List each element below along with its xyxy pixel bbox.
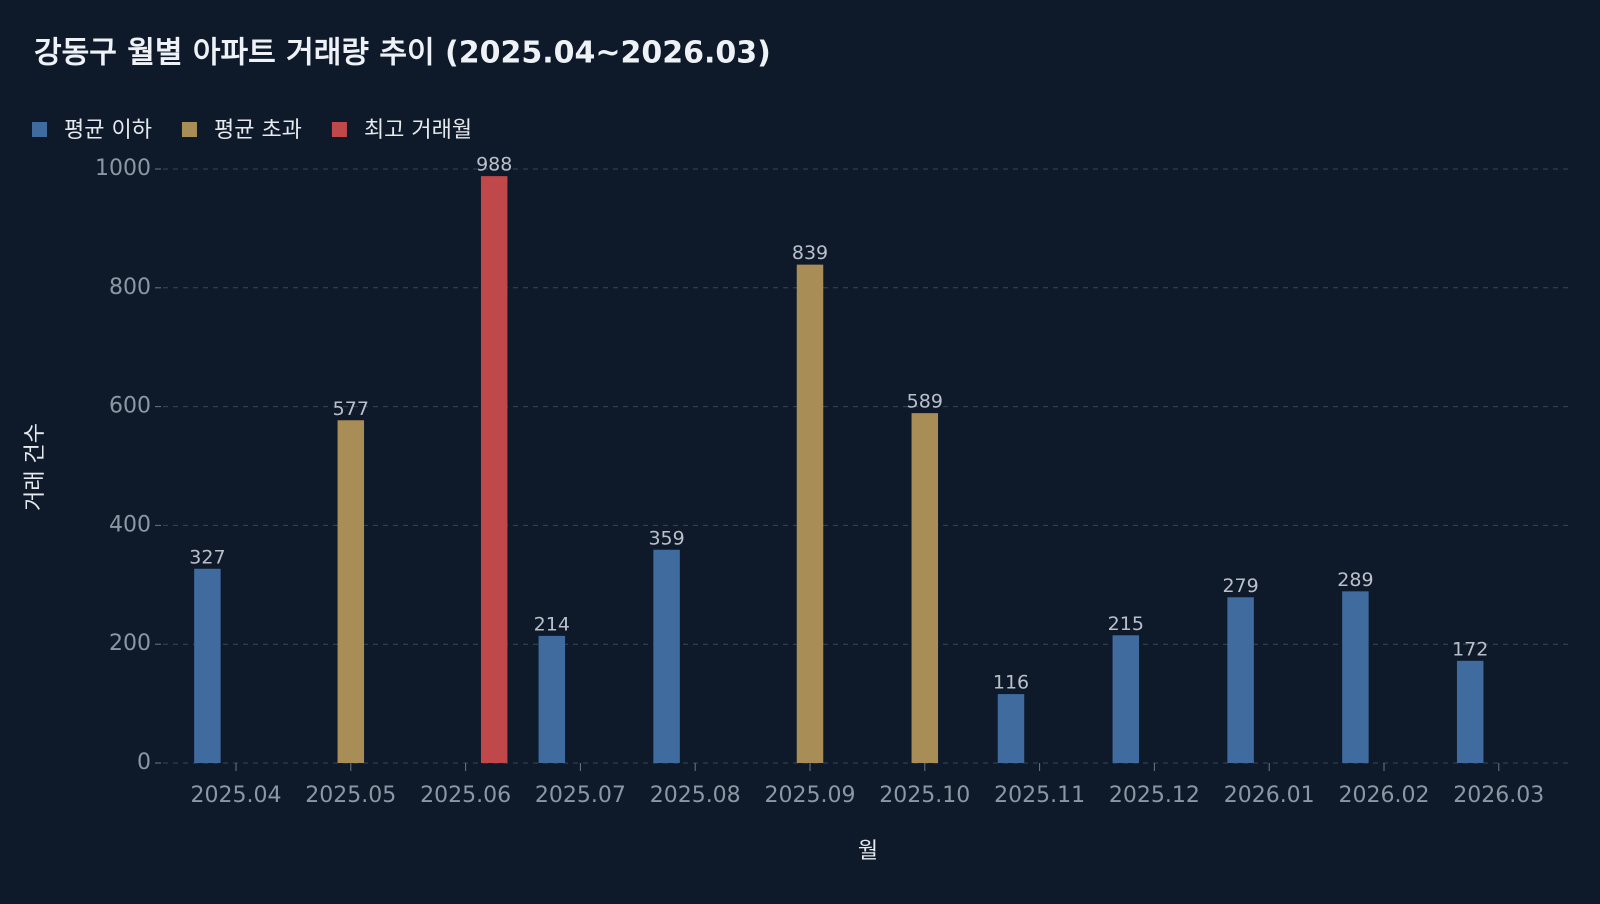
y-tick-label: 800 (109, 275, 151, 300)
legend-label: 평균 초과 (214, 118, 302, 143)
data-label: 279 (1222, 575, 1258, 597)
bar (1342, 591, 1369, 763)
x-tick-label: 2025.07 (535, 783, 626, 808)
data-label: 577 (333, 398, 369, 420)
x-tick-label: 2026.03 (1453, 783, 1544, 808)
data-label: 988 (476, 154, 512, 176)
bar (480, 176, 508, 764)
data-label: 172 (1452, 638, 1488, 660)
y-tick-label: 0 (137, 750, 151, 775)
data-label: 839 (792, 242, 828, 264)
chart-title: 강동구 월별 아파트 거래량 추이 (2025.04~2026.03) (34, 36, 771, 71)
y-tick-label: 1000 (95, 156, 151, 181)
legend-swatch (181, 122, 197, 137)
bar (911, 413, 939, 763)
x-tick-label: 2025.09 (765, 783, 856, 808)
y-tick-label: 600 (109, 394, 151, 419)
x-tick-label: 2026.01 (1224, 783, 1315, 808)
bar (1112, 635, 1140, 763)
legend-label: 최고 거래월 (364, 118, 472, 143)
bar (1456, 660, 1484, 763)
data-label: 359 (648, 527, 684, 549)
x-tick-label: 2025.08 (650, 783, 741, 808)
data-label: 215 (1108, 613, 1144, 635)
y-tick-label: 400 (109, 512, 151, 537)
x-tick-label: 2025.12 (1109, 783, 1200, 808)
x-axis-label: 월 (858, 839, 878, 864)
data-label: 327 (189, 546, 225, 568)
y-tick-label: 200 (109, 631, 151, 656)
data-label: 214 (534, 613, 570, 635)
bar (1227, 597, 1254, 763)
data-label: 116 (993, 672, 1029, 694)
x-tick-label: 2025.10 (879, 783, 970, 808)
bar (997, 694, 1025, 763)
legend-swatch (32, 122, 47, 137)
x-tick-label: 2025.05 (305, 783, 396, 808)
x-tick-label: 2025.11 (994, 783, 1085, 808)
data-label: 589 (907, 391, 943, 413)
bar (796, 264, 824, 763)
x-tick-label: 2026.02 (1339, 783, 1430, 808)
y-axis-label: 거래 건수 (23, 423, 48, 511)
bar (653, 549, 680, 763)
bar (538, 635, 566, 763)
data-label: 289 (1337, 569, 1373, 591)
legend-label: 평균 이하 (64, 118, 152, 143)
legend-swatch (331, 122, 347, 137)
x-tick-label: 2025.04 (191, 783, 282, 808)
x-tick-label: 2025.06 (420, 783, 511, 808)
bar (337, 420, 365, 763)
bar (194, 568, 221, 763)
